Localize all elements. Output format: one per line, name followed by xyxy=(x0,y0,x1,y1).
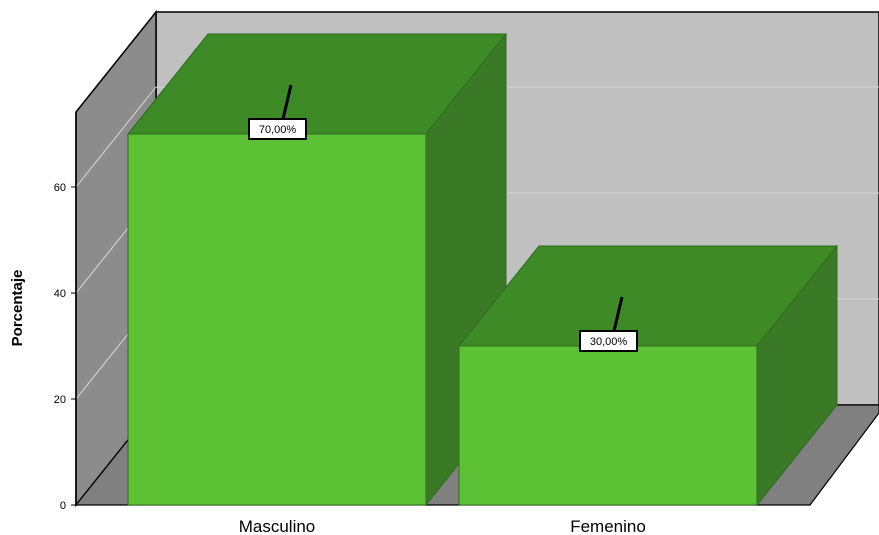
bar: 30,00% xyxy=(457,244,839,507)
data-label: 70,00% xyxy=(259,124,297,136)
labels: 0 20 40 60 Masculino Femenino xyxy=(54,182,646,535)
category-label: Femenino xyxy=(570,517,646,535)
y-axis-title: Porcentaje xyxy=(9,270,26,347)
y-tick-label: 20 xyxy=(54,394,66,406)
gridline-side xyxy=(75,86,157,188)
bar: 70,00% xyxy=(126,32,508,507)
bar-front xyxy=(127,133,427,506)
data-label: 30,00% xyxy=(590,336,628,348)
data-label-box xyxy=(579,330,638,352)
y-tick-label: 0 xyxy=(60,500,66,512)
bar-side xyxy=(756,244,838,507)
data-label-leader xyxy=(281,84,293,120)
data-label-leader xyxy=(612,296,624,332)
category-label: Masculino xyxy=(239,517,316,535)
bars: 70,00% 30,00% xyxy=(126,32,839,507)
y-tick-label: 60 xyxy=(54,182,66,194)
y-tick-label: 40 xyxy=(54,288,66,300)
bar-front xyxy=(458,345,758,506)
data-label-box xyxy=(248,118,307,140)
